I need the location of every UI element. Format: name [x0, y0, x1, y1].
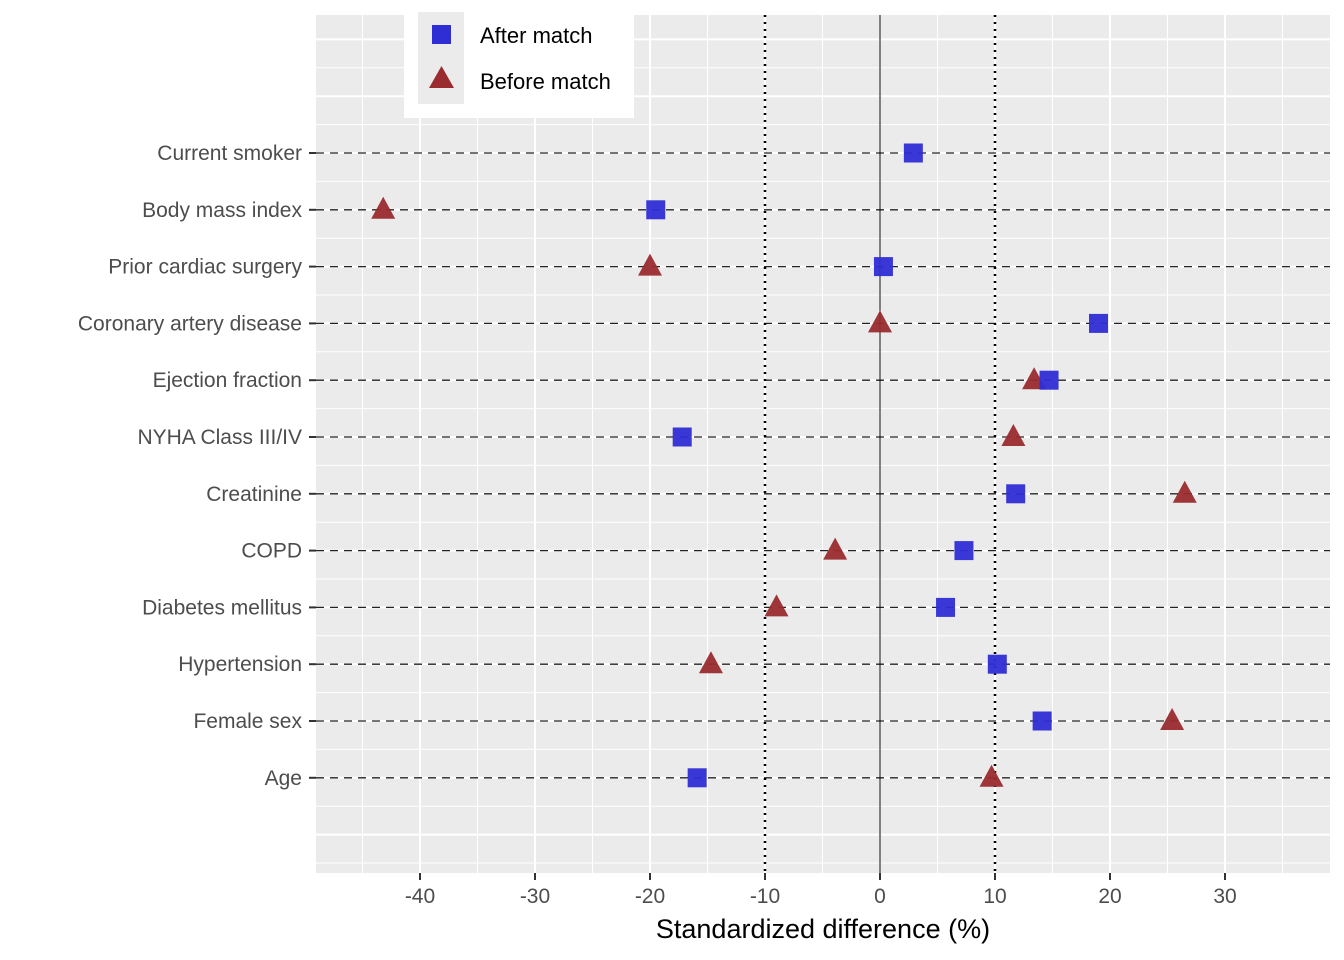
- y-tick-label: Hypertension: [178, 653, 302, 676]
- before-match-point: [1001, 424, 1026, 446]
- y-axis-labels: Current smoker Body mass index Prior cardi…: [78, 142, 316, 790]
- x-tick-label: 30: [1213, 885, 1236, 908]
- after-match-point: [936, 597, 956, 617]
- x-tick-label: 10: [983, 885, 1006, 908]
- after-match-point: [903, 143, 923, 163]
- before-match-point: [979, 764, 1004, 787]
- legend-label-after: After match: [480, 23, 592, 48]
- y-tick-label: Prior cardiac surgery: [108, 256, 302, 279]
- before-match-point: [1160, 708, 1185, 730]
- before-match-point: [371, 196, 396, 219]
- after-match-point: [873, 257, 893, 277]
- before-match-point: [638, 253, 662, 276]
- x-tick-label: -20: [635, 885, 665, 908]
- after-match-point: [1039, 370, 1059, 390]
- before-match-point: [764, 594, 789, 617]
- y-tick-label: Ejection fraction: [153, 369, 302, 392]
- after-match-point: [1089, 313, 1108, 333]
- y-tick-label: Body mass index: [142, 199, 302, 222]
- y-tick-label: Current smoker: [157, 142, 302, 165]
- after-match-point: [646, 200, 666, 220]
- after-match-point: [954, 541, 974, 561]
- before-match-point: [868, 310, 892, 333]
- after-match-point: [987, 654, 1007, 674]
- legend-triangle-icon: [429, 66, 454, 88]
- after-match-point: [1006, 484, 1026, 504]
- x-axis-title: Standardized difference (%): [656, 914, 990, 944]
- after-match-point: [687, 768, 707, 788]
- before-match-point: [698, 651, 723, 674]
- legend-label-before: Before match: [480, 69, 611, 94]
- y-tick-label: NYHA Class III/IV: [137, 426, 302, 449]
- legend: After match Before match: [404, 10, 634, 118]
- legend-square-icon: [432, 25, 451, 44]
- after-match-point: [672, 427, 692, 447]
- x-tick-label: -10: [750, 885, 780, 908]
- x-tick-label: -30: [520, 885, 550, 908]
- before-match-point: [1172, 480, 1197, 503]
- x-tick-label: 0: [874, 885, 886, 908]
- y-tick-label: Age: [265, 767, 302, 790]
- x-axis-labels: -40 -30 -20 -10 0 10 20 30: [405, 873, 1237, 908]
- x-tick-label: -40: [405, 885, 435, 908]
- y-tick-label: Creatinine: [206, 483, 302, 506]
- y-tick-label: Coronary artery disease: [78, 312, 302, 335]
- y-tick-label: Diabetes mellitus: [142, 596, 302, 619]
- y-tick-label: COPD: [241, 540, 302, 563]
- y-tick-label: Female sex: [193, 710, 302, 733]
- before-match-point: [823, 537, 848, 560]
- after-match-point: [1032, 711, 1052, 731]
- data-points: [371, 143, 1197, 788]
- x-tick-label: 20: [1098, 885, 1121, 908]
- reference-lines: [316, 15, 1330, 873]
